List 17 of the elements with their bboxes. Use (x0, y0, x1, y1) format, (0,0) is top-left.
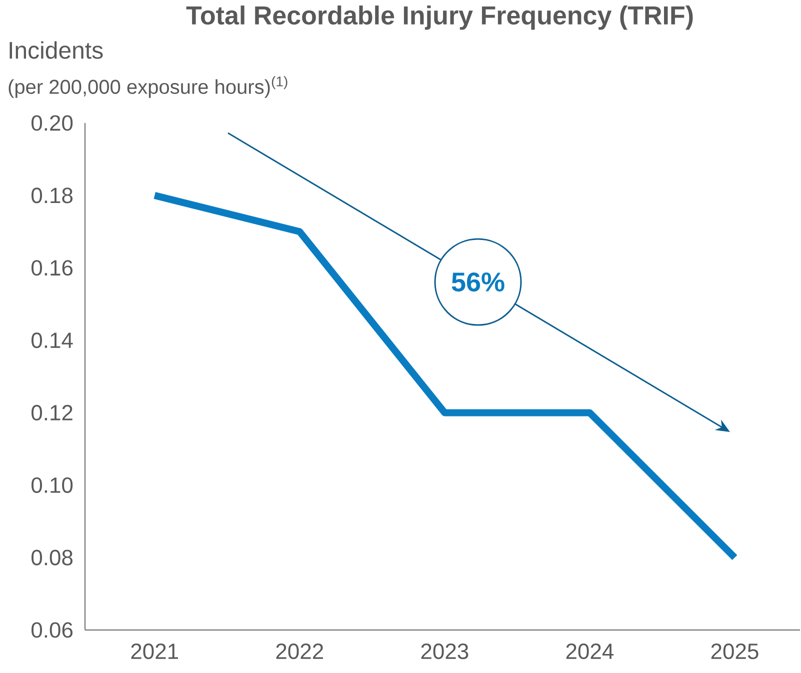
annotation: 56% (452, 272, 504, 292)
x-tick-label: 2024 (566, 644, 614, 660)
y-tick-label: 0.10 (32, 477, 73, 493)
text: (per 200,000 exposure hours)$^{(1)}$ (8, 76, 288, 98)
y-tick-label: 0.12 (32, 404, 72, 421)
x-tick-label: 2022 (276, 644, 324, 660)
x-tick-label: 2023 (421, 644, 468, 660)
y-axis-title: Incidents (10, 41, 103, 59)
x-tick-label: 2025 (711, 644, 758, 660)
y-tick-label: 0.08 (32, 550, 73, 566)
y-tick-label: 0.06 (32, 622, 73, 638)
x-tick-label: 2021 (131, 644, 178, 660)
y-tick-label: 0.16 (32, 260, 73, 276)
chart-title: Total Recordable Injury Frequency (TRIF) (186, 6, 693, 30)
y-tick-label: 0.20 (32, 115, 73, 131)
y-tick-label: 0.14 (32, 332, 73, 348)
y-tick-label: 0.18 (32, 188, 73, 204)
